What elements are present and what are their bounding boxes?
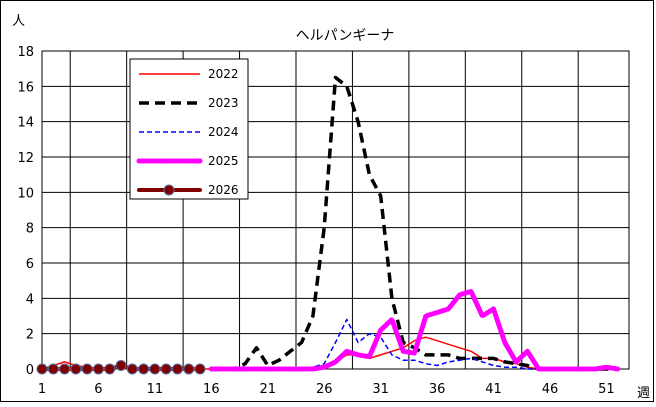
series-line-2025 [208,288,621,372]
data-point-2026 [138,363,150,375]
x-tick-label: 6 [94,382,102,397]
data-point-2026 [92,363,104,375]
data-point-2026 [149,363,161,375]
x-tick-label: 26 [316,382,333,397]
y-tick-label: 2 [26,328,34,343]
x-tick-label: 11 [147,382,164,397]
chart-title: ヘルパンギーナ [296,28,395,44]
legend-label-2025: 2025 [208,154,239,168]
data-point-2026 [70,363,82,375]
x-tick-label: 51 [598,382,615,397]
y-tick-label: 14 [17,116,34,131]
y-tick-labels: 0 2 4 6 8 10 12 14 16 18 [17,45,34,378]
legend-marker-2026 [163,184,175,196]
x-tick-label: 1 [38,382,46,397]
data-point-2026 [171,363,183,375]
x-tick-label: 46 [542,382,559,397]
legend-label-2023: 2023 [208,96,239,110]
x-tick-label: 31 [372,382,389,397]
data-point-2026 [81,363,93,375]
x-tick-labels: 1 6 11 16 21 26 31 36 41 46 51 [38,382,615,397]
y-tick-label: 4 [26,292,34,307]
x-tick-label: 41 [485,382,502,397]
y-tick-label: 12 [17,151,34,166]
y-tick-label: 18 [17,45,34,60]
y-tick-label: 16 [17,80,34,95]
data-point-2026 [115,359,127,371]
legend-label-2022: 2022 [208,67,239,81]
data-point-2026 [47,363,59,375]
data-point-2026 [126,363,138,375]
legend-label-2026: 2026 [208,183,239,197]
y-tick-label: 8 [26,222,34,237]
data-point-2026 [194,363,206,375]
data-point-2026 [183,363,195,375]
x-tick-label: 21 [259,382,276,397]
x-axis-label: 週 [637,386,650,401]
data-point-2026 [104,363,116,375]
legend: 2022 2023 2024 2025 2026 [129,58,249,200]
series-lines [36,75,621,375]
y-tick-label: 10 [17,186,34,201]
data-point-2026 [36,363,48,375]
y-tick-label: 6 [26,257,34,272]
legend-box [129,58,249,200]
y-axis-label: 人 [12,14,25,29]
data-point-2026 [59,363,71,375]
data-point-2026 [160,363,172,375]
x-tick-label: 16 [203,382,220,397]
x-tick-label: 36 [429,382,446,397]
y-tick-label: 0 [26,363,34,378]
legend-label-2024: 2024 [208,125,239,139]
